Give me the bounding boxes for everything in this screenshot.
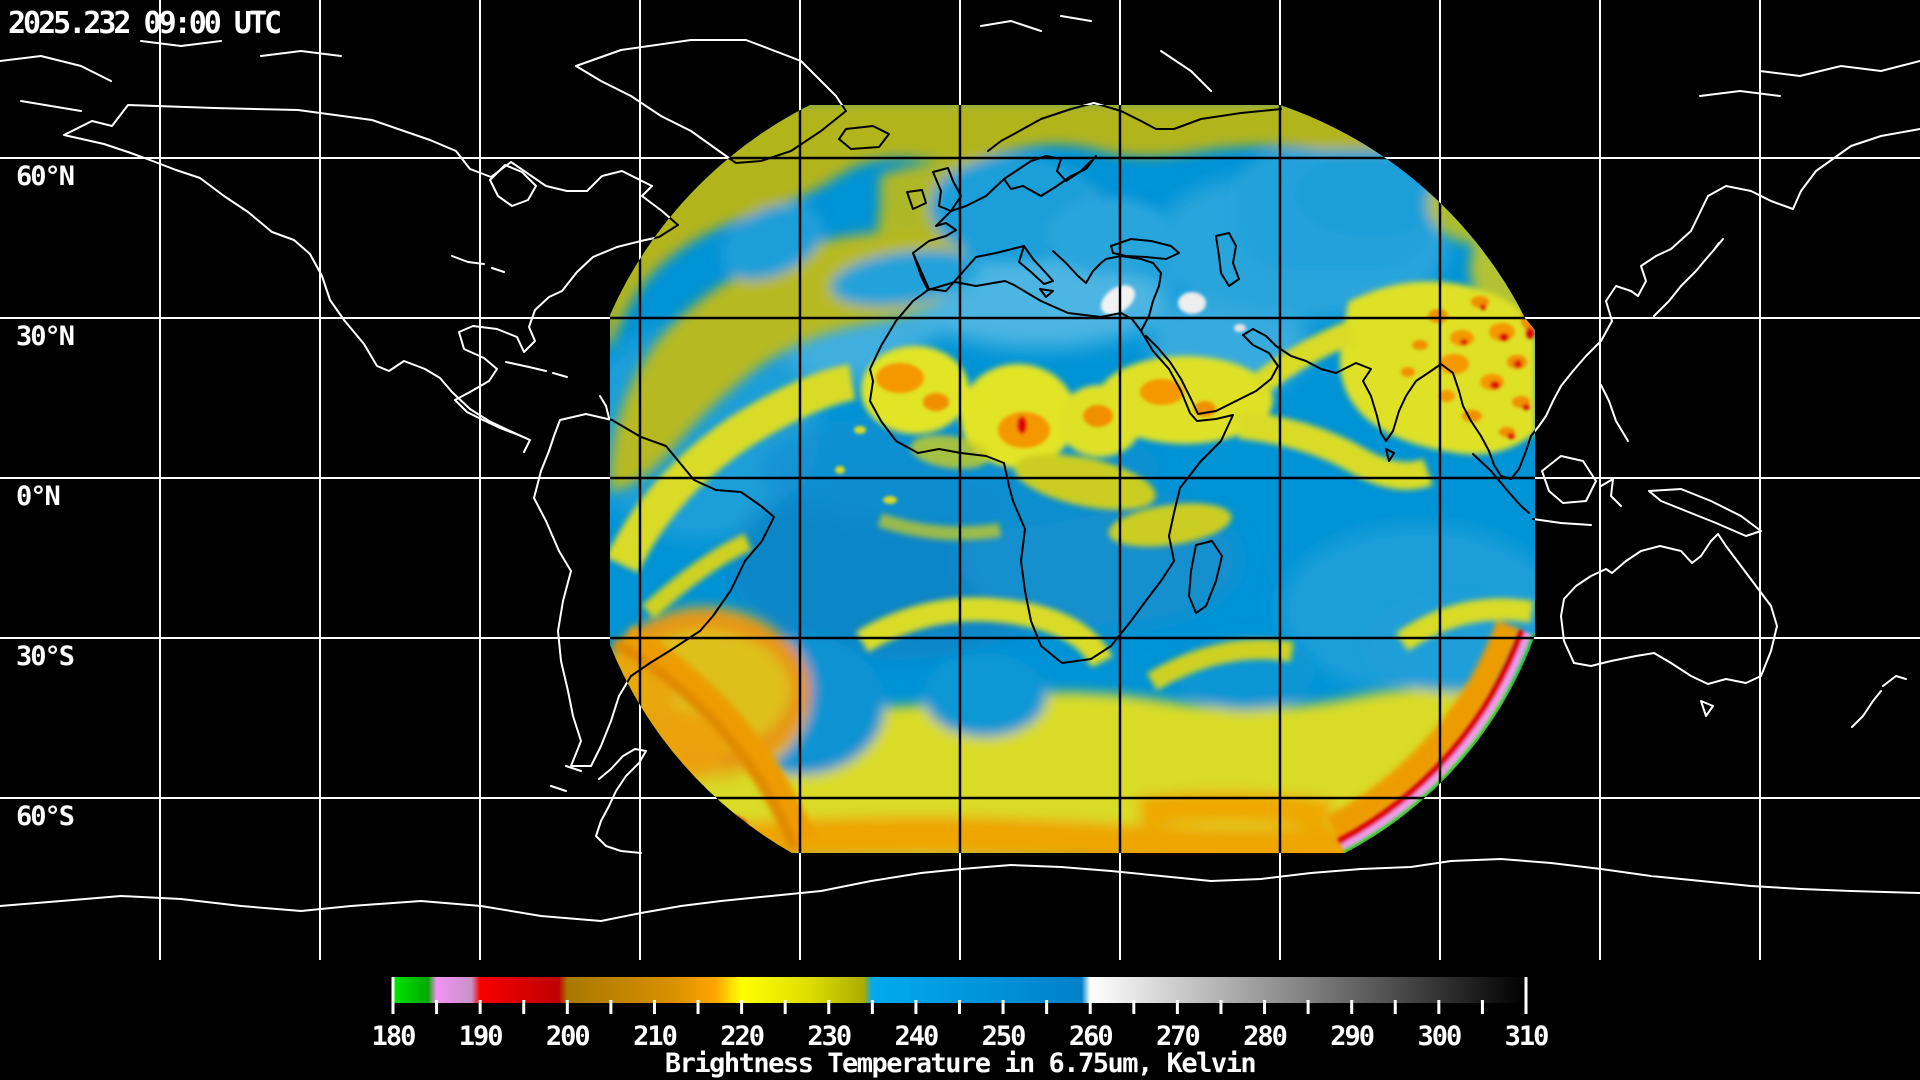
colorbar-tick-label: 180: [372, 1021, 416, 1052]
timestamp-label: 2025.232 09:00 UTC: [8, 6, 280, 41]
colorbar-tick-label: 190: [459, 1021, 503, 1052]
latitude-label: 30°S: [16, 641, 74, 672]
latitude-label: 0°N: [16, 481, 60, 512]
colorbar-tick-label: 290: [1330, 1021, 1374, 1052]
latitude-label: 60°N: [16, 161, 74, 192]
colorbar-tick-label: 260: [1069, 1021, 1113, 1052]
colorbar-title: Brightness Temperature in 6.75um, Kelvin: [665, 1048, 1255, 1079]
colorbar-tick-label: 240: [895, 1021, 939, 1052]
colorbar-scale: [393, 977, 1526, 1003]
colorbar-tick-label: 210: [633, 1021, 677, 1052]
colorbar-tick-label: 270: [1156, 1021, 1200, 1052]
colorbar-tick-label: 200: [546, 1021, 590, 1052]
satellite-data-swath: [610, 105, 1535, 853]
colorbar-tick-label: 300: [1417, 1021, 1461, 1052]
colorbar-tick-label: 280: [1243, 1021, 1287, 1052]
colorbar-tick-label: 230: [807, 1021, 851, 1052]
latitude-labels: 60°N 30°N 0°N 30°S 60°S: [16, 161, 76, 832]
colorbar-tick-label: 220: [720, 1021, 764, 1052]
colorbar-tick-label: 310: [1505, 1021, 1549, 1052]
colorbar-tick-label: 250: [982, 1021, 1026, 1052]
colorbar: 180 190 200 210 220 230 240 250 260 270 280 290 300 3…: [372, 977, 1550, 1052]
latitude-label: 60°S: [16, 801, 74, 832]
latitude-label: 30°N: [16, 321, 74, 352]
dry-bands: [610, 105, 1535, 853]
